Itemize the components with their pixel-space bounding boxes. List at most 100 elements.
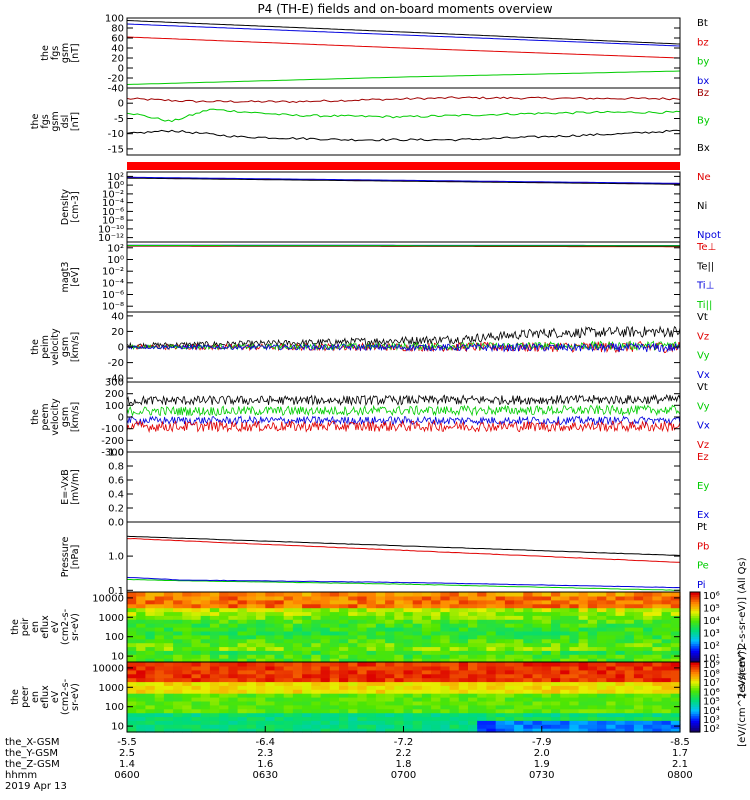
spectrogram-cell bbox=[329, 689, 340, 694]
spectrogram-cell bbox=[606, 658, 617, 663]
spectrogram-cell bbox=[182, 673, 193, 679]
spectrogram-cell bbox=[219, 603, 229, 609]
spectrogram-cell bbox=[486, 704, 497, 710]
spectrogram-cell bbox=[458, 716, 469, 721]
spectrogram-cell bbox=[541, 607, 552, 613]
spectrogram-cell bbox=[412, 689, 423, 694]
y-label-line: peem bbox=[40, 404, 51, 431]
spectrogram-cell bbox=[477, 685, 487, 690]
legend-entry: Vz bbox=[697, 331, 709, 342]
spectrogram-cell bbox=[145, 704, 156, 710]
spectrogram-cell bbox=[173, 669, 183, 675]
spectrogram-cell bbox=[320, 685, 331, 690]
spectrogram-cell bbox=[209, 599, 220, 605]
spectrogram-cell bbox=[274, 599, 285, 605]
spectrogram-cell bbox=[228, 658, 239, 663]
spectrogram-cell bbox=[652, 658, 663, 663]
spectrogram-cell bbox=[394, 599, 405, 605]
spectrogram-cell bbox=[578, 673, 589, 679]
spectrogram-cell bbox=[375, 627, 386, 632]
spectrogram-cell bbox=[173, 665, 183, 671]
spectrogram-cell bbox=[283, 603, 294, 609]
spectrogram-cell bbox=[541, 627, 552, 632]
spectrogram-cell bbox=[173, 595, 183, 601]
spectrogram-cell bbox=[606, 662, 617, 667]
spectrogram-cell bbox=[320, 716, 331, 721]
spectrogram-cell bbox=[504, 592, 515, 597]
spectrogram-cell bbox=[652, 685, 663, 690]
spectrogram-cell bbox=[339, 650, 349, 655]
spectrogram-cell bbox=[182, 607, 193, 613]
spectrogram-cell bbox=[366, 603, 377, 609]
spectrogram-cell bbox=[256, 595, 266, 601]
colorbar-step bbox=[690, 713, 700, 717]
spectrogram-cell bbox=[191, 697, 202, 702]
spectrogram-cell bbox=[292, 700, 303, 706]
y-label-line: gsm bbox=[60, 407, 71, 427]
spectrogram-cell bbox=[366, 669, 377, 675]
spectrogram-cell bbox=[182, 669, 193, 675]
spectrogram-cell bbox=[421, 611, 432, 616]
spectrogram-cell bbox=[302, 592, 312, 597]
spectrogram-cell bbox=[458, 615, 469, 620]
colorbar-step bbox=[690, 645, 700, 649]
spectrogram-cell bbox=[670, 708, 681, 714]
spectrogram-cell bbox=[421, 720, 432, 725]
spectrogram-cell bbox=[661, 650, 672, 655]
spectrogram-cell bbox=[311, 650, 322, 655]
spectrogram-cell bbox=[182, 700, 193, 706]
y-tick-label: 10² bbox=[107, 172, 124, 183]
spectrogram-cell bbox=[615, 689, 626, 694]
spectrogram-cell bbox=[431, 669, 441, 675]
spectrogram-cell bbox=[652, 615, 663, 620]
spectrogram-cell bbox=[200, 724, 211, 729]
spectrogram-cell bbox=[348, 697, 358, 702]
spectrogram-cell bbox=[670, 650, 681, 655]
legend-entry: Ne bbox=[697, 172, 711, 183]
y-tick-label: 10 bbox=[111, 652, 124, 663]
spectrogram-cell bbox=[431, 607, 441, 613]
spectrogram-cell bbox=[569, 619, 580, 624]
spectrogram-cell bbox=[154, 708, 165, 714]
spectrogram-cell bbox=[633, 611, 644, 616]
spectrogram-cell bbox=[256, 677, 266, 683]
spectrogram-cell bbox=[661, 724, 672, 729]
spectrogram-cell bbox=[532, 619, 543, 624]
spectrogram-cell bbox=[274, 646, 285, 651]
spectrogram-cell bbox=[523, 704, 534, 710]
spectrogram-cell bbox=[486, 673, 497, 679]
spectrogram-cell bbox=[551, 697, 561, 702]
y-label-line: (cm2-s- bbox=[60, 609, 71, 645]
spectrogram-cell bbox=[431, 662, 441, 667]
spectrogram-cell bbox=[541, 700, 552, 706]
spectrogram-cell bbox=[127, 592, 137, 597]
spectrogram-cell bbox=[302, 697, 312, 702]
spectrogram-cell bbox=[348, 677, 358, 683]
spectrogram-cell bbox=[375, 673, 386, 679]
spectrogram-cell bbox=[633, 662, 644, 667]
spectrogram-cell bbox=[182, 627, 193, 632]
spectrogram-cell bbox=[274, 716, 285, 721]
spectrogram-cell bbox=[219, 599, 229, 605]
spectrogram-cell bbox=[652, 599, 663, 605]
spectrogram-cell bbox=[403, 650, 414, 655]
spectrogram-cell bbox=[597, 638, 607, 644]
spectrogram-cell bbox=[624, 728, 635, 733]
spectrogram-cell bbox=[385, 611, 395, 616]
spectrogram-cell bbox=[597, 700, 607, 706]
spectrogram-cell bbox=[587, 634, 598, 640]
spectrogram-cell bbox=[495, 619, 506, 624]
spectrogram-cell bbox=[615, 728, 626, 733]
spectrogram-cell bbox=[366, 607, 377, 613]
spectrogram-cell bbox=[615, 615, 626, 620]
spectrogram-cell bbox=[421, 673, 432, 679]
colorbar-step bbox=[690, 601, 700, 605]
spectrogram-cell bbox=[514, 603, 524, 609]
spectrogram-cell bbox=[329, 646, 340, 651]
spectrogram-cell bbox=[311, 654, 322, 659]
spectrogram-cell bbox=[302, 708, 312, 714]
spectrogram-cell bbox=[375, 669, 386, 675]
spectrogram-cell bbox=[145, 615, 156, 620]
spectrogram-cell bbox=[541, 611, 552, 616]
